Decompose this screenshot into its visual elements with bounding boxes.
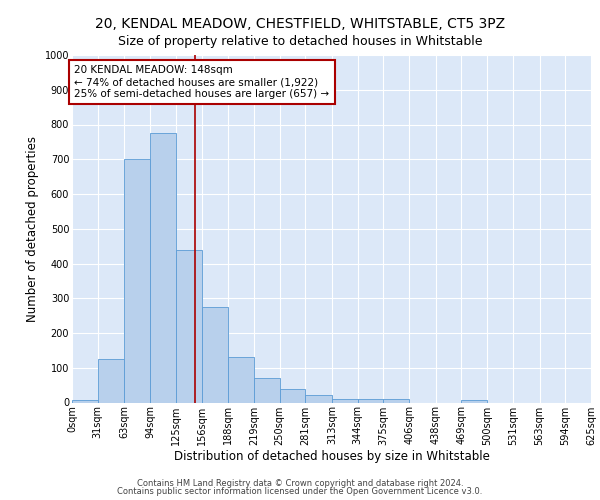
Bar [176,250,202,402]
Bar [332,399,358,402]
Text: Size of property relative to detached houses in Whitstable: Size of property relative to detached ho… [118,35,482,48]
Bar [254,378,280,402]
Bar [150,133,176,402]
Bar [228,358,254,403]
Bar [98,359,124,403]
Bar [124,159,150,402]
Text: 20 KENDAL MEADOW: 148sqm
← 74% of detached houses are smaller (1,922)
25% of sem: 20 KENDAL MEADOW: 148sqm ← 74% of detach… [74,66,329,98]
Text: 20, KENDAL MEADOW, CHESTFIELD, WHITSTABLE, CT5 3PZ: 20, KENDAL MEADOW, CHESTFIELD, WHITSTABL… [95,18,505,32]
Bar [358,399,383,402]
X-axis label: Distribution of detached houses by size in Whitstable: Distribution of detached houses by size … [173,450,490,463]
Bar [305,395,332,402]
Text: Contains HM Land Registry data © Crown copyright and database right 2024.: Contains HM Land Registry data © Crown c… [137,478,463,488]
Text: Contains public sector information licensed under the Open Government Licence v3: Contains public sector information licen… [118,487,482,496]
Bar [280,390,305,402]
Bar [72,400,98,402]
Bar [202,307,228,402]
Bar [383,399,409,402]
Bar [461,400,487,402]
Y-axis label: Number of detached properties: Number of detached properties [26,136,39,322]
